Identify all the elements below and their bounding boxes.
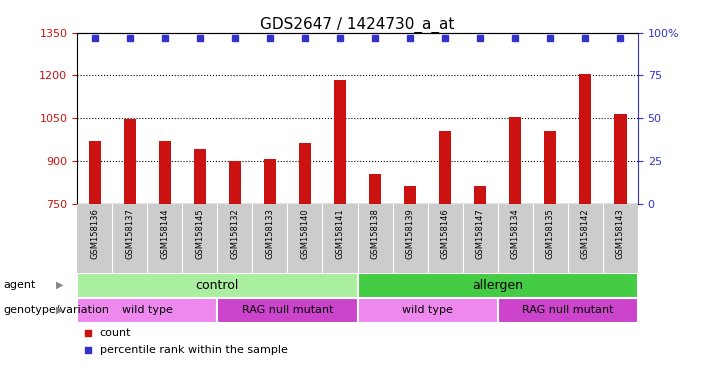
Text: GSM158135: GSM158135: [546, 209, 554, 259]
Bar: [77, 273, 358, 298]
Text: GSM158132: GSM158132: [231, 209, 239, 259]
Text: GSM158136: GSM158136: [90, 209, 99, 259]
Title: GDS2647 / 1424730_a_at: GDS2647 / 1424730_a_at: [260, 17, 455, 33]
Text: percentile rank within the sample: percentile rank within the sample: [100, 345, 287, 355]
Bar: [614, 114, 627, 204]
Bar: [217, 298, 358, 323]
Bar: [299, 143, 311, 204]
Text: genotype/variation: genotype/variation: [4, 305, 109, 315]
Text: control: control: [196, 279, 239, 291]
Text: GSM158138: GSM158138: [371, 209, 379, 259]
Bar: [264, 159, 276, 204]
Bar: [158, 141, 171, 204]
Bar: [358, 298, 498, 323]
Text: RAG null mutant: RAG null mutant: [242, 305, 333, 315]
Text: wild type: wild type: [402, 305, 453, 315]
Bar: [123, 119, 136, 204]
Text: GSM158133: GSM158133: [266, 209, 274, 259]
Text: allergen: allergen: [472, 279, 523, 291]
Text: GSM158144: GSM158144: [161, 209, 169, 259]
Bar: [439, 131, 451, 204]
Text: GSM158146: GSM158146: [441, 209, 449, 259]
Bar: [193, 149, 206, 204]
Bar: [474, 186, 486, 204]
Bar: [229, 161, 241, 204]
Text: GSM158143: GSM158143: [616, 209, 625, 259]
Bar: [498, 298, 638, 323]
Text: GSM158139: GSM158139: [406, 209, 414, 259]
Text: ▶: ▶: [56, 305, 63, 315]
Bar: [334, 79, 346, 204]
Text: GSM158137: GSM158137: [125, 209, 134, 259]
Text: GSM158145: GSM158145: [196, 209, 204, 259]
Bar: [579, 74, 592, 204]
Text: count: count: [100, 328, 131, 338]
Text: RAG null mutant: RAG null mutant: [522, 305, 613, 315]
Bar: [509, 117, 522, 204]
Text: agent: agent: [4, 280, 36, 290]
Bar: [404, 185, 416, 204]
Bar: [544, 131, 557, 204]
Text: GSM158134: GSM158134: [511, 209, 519, 259]
Text: wild type: wild type: [122, 305, 172, 315]
Text: GSM158141: GSM158141: [336, 209, 344, 259]
Bar: [358, 273, 638, 298]
Bar: [369, 174, 381, 204]
Text: GSM158147: GSM158147: [476, 209, 484, 259]
Bar: [88, 141, 101, 204]
Text: GSM158140: GSM158140: [301, 209, 309, 259]
Text: ▶: ▶: [56, 280, 63, 290]
Text: GSM158142: GSM158142: [581, 209, 590, 259]
Bar: [77, 298, 217, 323]
